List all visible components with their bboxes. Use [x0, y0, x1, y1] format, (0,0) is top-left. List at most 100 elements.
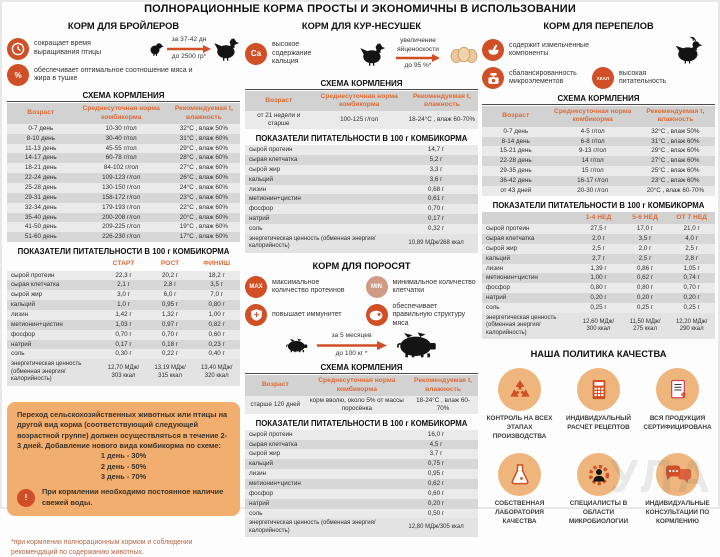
cell-value: 100-125 г/гол	[312, 111, 406, 130]
row-label: сырой жир	[245, 449, 395, 460]
table-row: лизин 0,68 г	[245, 184, 478, 195]
growth-label: увеличение яйценоскости до 95 %*	[389, 37, 447, 71]
flask-icon	[498, 453, 541, 497]
row-label: сырой протеин	[482, 224, 576, 234]
table-row: соль 0,30 г 0,22 г 0,40 г	[7, 349, 240, 360]
table-header-row: Возраст Среднесуточная норма комбикорма Ре…	[482, 106, 715, 127]
quality-item-consult: ИНДИВИДУАЛЬНЫЕ КОНСУЛЬТАЦИИ ПО КОРМЛЕНИЮ	[640, 453, 715, 526]
recycle-icon	[498, 368, 541, 412]
cell-value: 7,0 г	[193, 290, 240, 301]
cell-value: 0,25 г	[575, 303, 622, 313]
table-row: 35-40 день 200-208 г/гол 20°C , влаж 60%	[7, 212, 240, 223]
row-label: от 21 недели и старше	[245, 111, 313, 130]
cell-value: 0,17 г	[100, 339, 147, 350]
cell-value: 11,50 МДж/ 275 ккал	[621, 312, 669, 340]
table-row: метионин+цистин 0,61 г	[245, 194, 478, 205]
row-label: 15-21 день	[482, 146, 550, 157]
cell-value: 3,0 г	[100, 290, 147, 301]
column-header: Среднесуточная норма комбикорма	[549, 106, 636, 127]
row-label: 29-31 день	[7, 192, 75, 203]
chicken-icon	[214, 36, 240, 61]
cell-value: 4,5 г	[394, 439, 478, 450]
quails-heading: КОРМ ДЛЯ ПЕРЕПЕЛОВ	[543, 21, 654, 31]
table-row: сырой протеин 14,7 г	[245, 145, 478, 156]
row-label: сырой жир	[7, 290, 101, 301]
mortar-icon	[482, 39, 504, 61]
cell-value: 1,05 г	[668, 263, 715, 274]
hens-nutrition-heading: ПОКАЗАТЕЛИ ПИТАТЕЛЬНОСТИ В 100 г КОМБИКО…	[255, 134, 468, 144]
row-label: 32-34 день	[7, 202, 75, 213]
cell-value: 15 г/гол	[549, 166, 636, 177]
cell-value: 3,5 г	[621, 234, 669, 244]
row-label: сырой протеин	[245, 145, 395, 156]
cell-value: 20,2 г	[146, 270, 194, 281]
piglet-benefit-meat: обеспечивает правильную структуру мяса	[365, 303, 479, 328]
quality-caption: ВСЯ ПРОДУКЦИЯ СЕРТИФИЦИРОВАНА	[643, 415, 712, 432]
column-header: 5-6 НЕД	[621, 211, 669, 225]
piglet-benefits: MAX максимальное количество протеинов MI…	[245, 275, 479, 328]
quality-heading: НАША ПОЛИТИКА КАЧЕСТВА	[530, 349, 667, 360]
broiler-benefit-time: сокращает время выращивания птицы за 37-…	[7, 36, 240, 61]
cell-value: 21,0 г	[668, 224, 715, 234]
water-warning: ! При кормлении необходимо постоянное на…	[17, 487, 230, 508]
quails-section: КОРМ ДЛЯ ПЕРЕПЕЛОВ содержит измельченные…	[482, 19, 715, 526]
benefit-text: высокая питательность	[619, 69, 667, 85]
cell-value: 0,74 г	[668, 273, 715, 284]
row-label: 0-7 день	[7, 123, 75, 134]
table-row: фосфор 0,60 г	[245, 488, 478, 499]
quality-item-specialists: СПЕЦИАЛИСТЫ В ОБЛАСТИ МИКРОБИОЛОГИИ	[561, 453, 636, 526]
cell-value: 0,86 г	[621, 263, 669, 274]
cell-value: 2,5 г	[668, 243, 715, 254]
min-icon: MIN	[365, 275, 388, 298]
table-row: соль 0,50 г	[245, 508, 478, 519]
row-label: энергетическая ценность (обменная энерги…	[482, 312, 576, 340]
cell-value: 0,50 г	[394, 508, 478, 519]
cell-value: 17°C , влаж 60%	[167, 232, 240, 243]
table-row: лизин 1,42 г 1,32 г 1,00 г	[7, 310, 240, 320]
cell-value: 13,40 МДж/ 320 ккал	[193, 359, 240, 386]
cell-value: 0,95 г	[146, 300, 194, 310]
table-header-row: 1-4 НЕД 5-6 НЕД ОТ 7 НЕД	[482, 211, 715, 225]
benefit-text: сбалансированность микроэлементов	[509, 69, 577, 85]
cell-value: 28°C , влаж 60%	[167, 153, 240, 164]
cell-value: 2,1 г	[100, 280, 147, 291]
table-row: натрий 0,20 г 0,20 г 0,20 г	[482, 293, 715, 304]
row-label: 51-60 день	[7, 232, 75, 243]
chick-icon	[149, 41, 164, 57]
cell-value: 2,5 г	[621, 253, 669, 264]
row-label: кальций	[482, 253, 576, 264]
cell-value: 32°C , влаж 50%	[635, 126, 715, 137]
warning-text: При кормлении необходимо постоянное нали…	[42, 487, 224, 507]
table-row: 29-31 день 158-172 г/гол 23°C , влаж 60%	[7, 192, 240, 203]
row-label: 11-13 день	[7, 143, 75, 154]
row-label: сырая клетчатка	[245, 439, 395, 450]
cell-value: 0,70 г	[146, 329, 194, 340]
table-row: 11-13 день 45-55 г/гол 29°C , влаж 60%	[7, 143, 240, 154]
row-label: натрий	[245, 214, 395, 225]
cell-value: 20-30 г/гол	[549, 185, 636, 196]
growth-label: за 37-42 дн до 2500 гр*	[167, 36, 211, 61]
benefit-text: повышает иммунитет	[272, 311, 342, 319]
cell-value: 25°C , влаж 60%	[635, 166, 715, 177]
column-header: 1-4 НЕД	[575, 211, 622, 225]
cell-value: 0,82 г	[193, 319, 240, 330]
column-header: Возраст	[7, 103, 75, 124]
column-header	[482, 211, 576, 225]
cell-value: 0,23 г	[193, 339, 240, 350]
exclamation-icon: !	[17, 488, 35, 507]
column-header: ФИНИШ	[203, 260, 231, 268]
benefit-text: содержит измельченные компоненты	[509, 41, 589, 57]
cell-value: 0,20 г	[575, 293, 622, 304]
cell-value: 0,25 г	[668, 303, 715, 313]
hen-icon	[360, 41, 386, 67]
cell-value: корм вволю, около 5% от массы поросёнка	[305, 395, 409, 414]
piglets-schedule-table: Возраст Среднесуточная норма комбикорма Ре…	[245, 375, 478, 414]
table-row: натрий 0,17 г 0,18 г 0,23 г	[7, 339, 240, 350]
row-label: натрий	[245, 498, 395, 509]
column-header: СТАРТ	[112, 260, 135, 268]
row-label: лизин	[245, 469, 395, 479]
row-label: 36-42 день	[482, 176, 550, 186]
cell-value: 18-24°C , влаж 60-70%	[408, 395, 478, 414]
cell-value: 22,3 г	[100, 270, 147, 281]
